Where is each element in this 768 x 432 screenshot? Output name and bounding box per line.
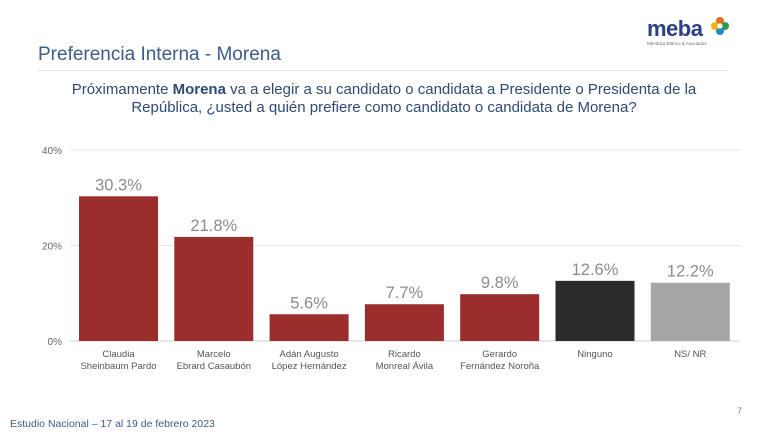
question-text-start: Próximamente [71, 81, 173, 98]
y-tick-label: 40% [42, 146, 62, 157]
category-label: Marcelo [197, 349, 231, 360]
category-label: Fernández Noroña [460, 361, 540, 372]
bar [555, 280, 635, 341]
question-text-end: va a elegir a su candidato o candidata a… [131, 81, 697, 116]
category-label: López Hernández [272, 361, 347, 372]
data-label: 12.6% [572, 261, 619, 279]
logo: meba Mendoza Blanco & Asociados [640, 14, 740, 48]
bar [460, 294, 540, 341]
bar [650, 282, 730, 341]
bar [269, 314, 349, 341]
data-label: 30.3% [95, 176, 142, 194]
title-divider [38, 70, 728, 71]
logo-wordmark: meba [647, 16, 703, 41]
page-title: Preferencia Interna - Morena [38, 44, 281, 65]
y-tick-label: 0% [48, 337, 63, 348]
category-label: Ninguno [577, 349, 612, 360]
category-label: Adán Augusto [280, 349, 339, 360]
category-label: Ricardo [388, 349, 421, 360]
category-label: Ebrard Casaubón [177, 361, 251, 372]
data-label: 5.6% [290, 294, 328, 312]
category-label: Sheinbaum Pardo [80, 361, 156, 372]
logo-flower-icon [711, 17, 729, 35]
bar [364, 304, 444, 341]
category-label: Gerardo [482, 349, 517, 360]
survey-question: Próximamente Morena va a elegir a su can… [40, 81, 728, 116]
category-label: Claudia [102, 349, 135, 360]
logo-subtext: Mendoza Blanco & Asociados [647, 41, 707, 46]
question-emphasis: Morena [172, 81, 226, 98]
data-label: 21.8% [190, 217, 237, 235]
data-label: 12.2% [667, 263, 714, 281]
data-label: 9.8% [481, 274, 519, 292]
y-tick-label: 20% [42, 242, 62, 253]
category-label: Monreal Ávila [376, 361, 434, 372]
study-footer: Estudio Nacional – 17 al 19 de febrero 2… [10, 418, 215, 430]
page-number: 7 [737, 406, 743, 416]
bar [174, 236, 254, 341]
bar [79, 196, 158, 341]
data-label: 7.7% [386, 284, 424, 302]
category-label: NS/ NR [674, 349, 706, 360]
